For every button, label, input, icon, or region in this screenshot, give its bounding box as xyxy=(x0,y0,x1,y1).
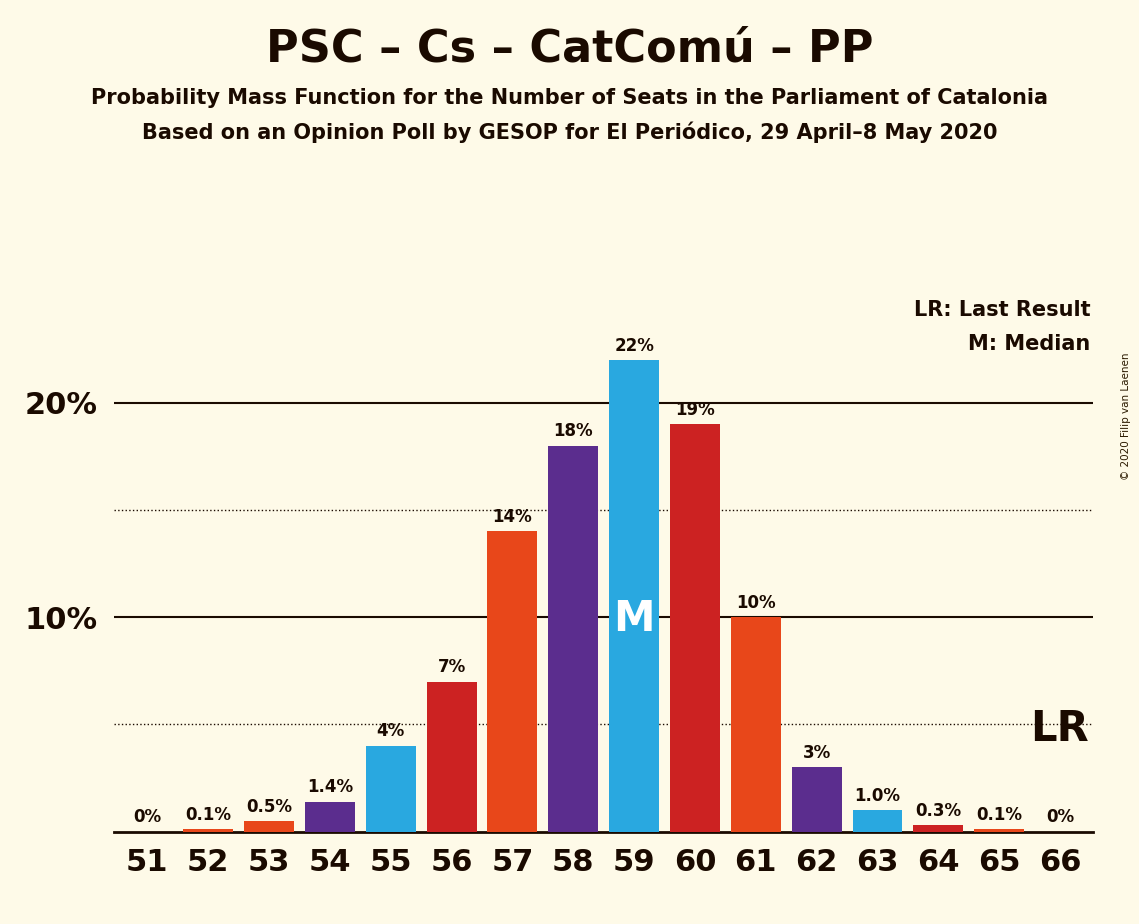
Bar xyxy=(427,682,476,832)
Bar xyxy=(366,746,416,832)
Text: © 2020 Filip van Laenen: © 2020 Filip van Laenen xyxy=(1121,352,1131,480)
Text: 1.4%: 1.4% xyxy=(306,778,353,796)
Text: 0%: 0% xyxy=(1046,808,1074,826)
Bar xyxy=(913,825,964,832)
Bar xyxy=(183,830,233,832)
Text: LR: LR xyxy=(1031,708,1089,749)
Bar xyxy=(487,531,538,832)
Bar xyxy=(548,445,598,832)
Text: Probability Mass Function for the Number of Seats in the Parliament of Catalonia: Probability Mass Function for the Number… xyxy=(91,88,1048,108)
Bar xyxy=(609,360,659,832)
Text: 3%: 3% xyxy=(803,744,830,762)
Bar xyxy=(305,802,355,832)
Text: 0.1%: 0.1% xyxy=(186,806,231,824)
Bar xyxy=(792,767,842,832)
Text: M: Median: M: Median xyxy=(968,334,1090,354)
Text: LR: Last Result: LR: Last Result xyxy=(913,300,1090,320)
Text: 0.3%: 0.3% xyxy=(916,802,961,820)
Text: 0.5%: 0.5% xyxy=(246,797,292,816)
Text: 14%: 14% xyxy=(492,508,532,526)
Text: 0%: 0% xyxy=(133,808,162,826)
Text: 22%: 22% xyxy=(614,336,654,355)
Bar xyxy=(670,424,720,832)
Bar xyxy=(244,821,294,832)
Text: 4%: 4% xyxy=(377,723,404,740)
Bar xyxy=(731,617,780,832)
Bar xyxy=(852,810,902,832)
Text: 19%: 19% xyxy=(675,401,715,419)
Bar xyxy=(974,830,1024,832)
Text: 7%: 7% xyxy=(437,658,466,676)
Text: 0.1%: 0.1% xyxy=(976,806,1022,824)
Text: PSC – Cs – CatComú – PP: PSC – Cs – CatComú – PP xyxy=(265,28,874,71)
Text: 18%: 18% xyxy=(554,422,593,441)
Text: 1.0%: 1.0% xyxy=(854,787,901,805)
Text: M: M xyxy=(613,599,655,640)
Text: 10%: 10% xyxy=(736,594,776,612)
Text: Based on an Opinion Poll by GESOP for El Periódico, 29 April–8 May 2020: Based on an Opinion Poll by GESOP for El… xyxy=(141,122,998,143)
